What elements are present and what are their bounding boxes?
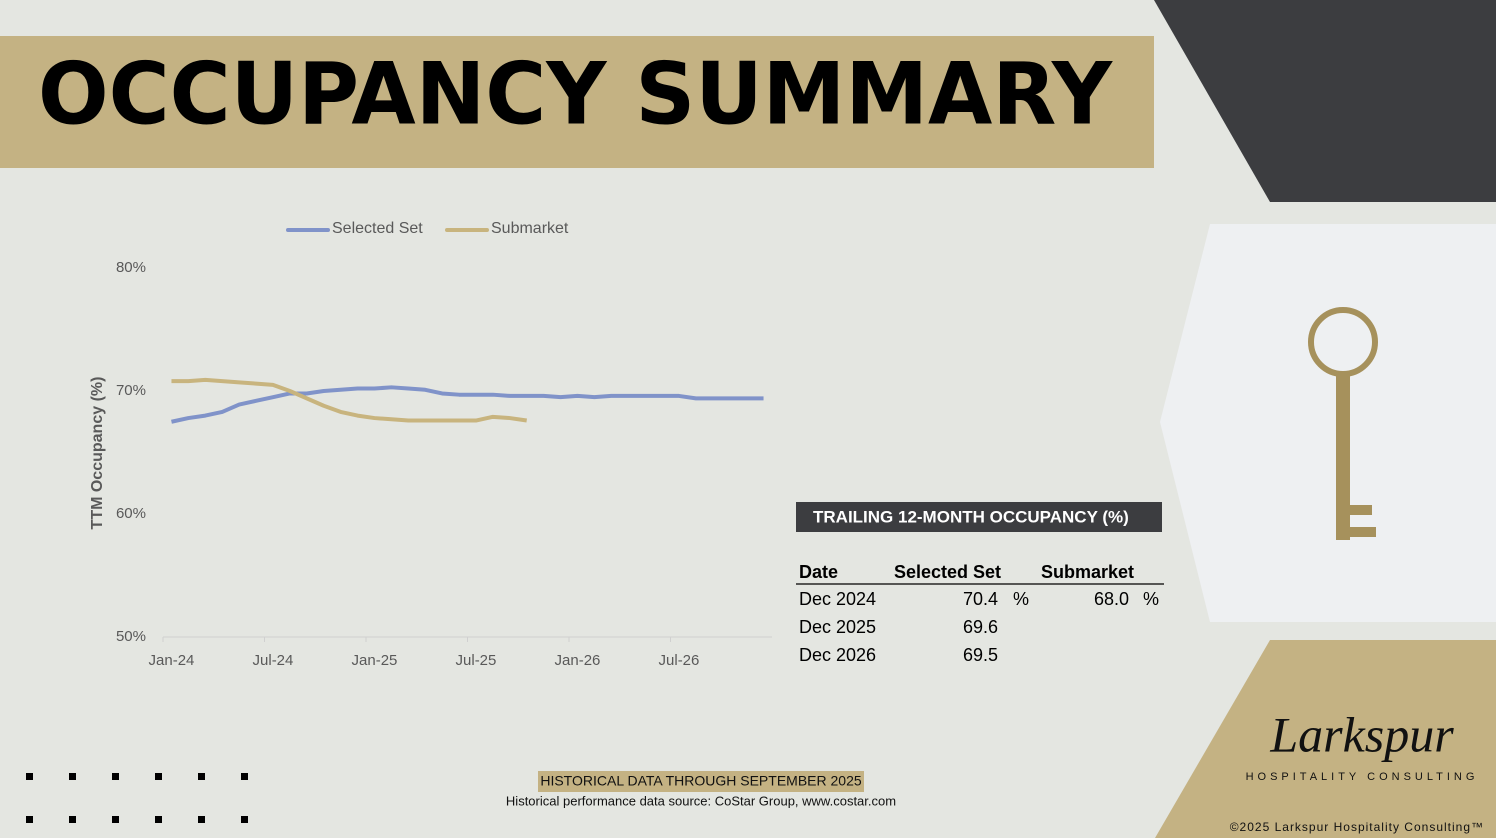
table-cell: 70.4	[963, 589, 998, 609]
note-band	[538, 771, 864, 792]
table-cell: Dec 2026	[799, 645, 876, 665]
footer-note: HISTORICAL DATA THROUGH SEPTEMBER 2025	[540, 773, 862, 789]
gold-shape	[1155, 640, 1496, 838]
copyright: ©2025 Larkspur Hospitality Consulting™	[1230, 820, 1484, 834]
table-header: Submarket	[1041, 562, 1134, 582]
y-tick-label: 60%	[116, 505, 146, 522]
x-tick-label: Jan-24	[149, 652, 195, 669]
brand-tagline: HOSPITALITY CONSULTING	[1246, 771, 1479, 783]
table-cell: 69.5	[963, 645, 998, 665]
table-cell: Dec 2025	[799, 617, 876, 637]
x-tick-label: Jul-26	[659, 652, 700, 669]
x-tick-label: Jul-25	[456, 652, 497, 669]
footer-source: Historical performance data source: CoSt…	[506, 793, 896, 808]
series-line	[171, 377, 527, 423]
x-tick-label: Jul-24	[253, 652, 294, 669]
table-cell: %	[1143, 589, 1159, 609]
y-tick-label: 50%	[116, 628, 146, 645]
table-cell: 69.6	[963, 617, 998, 637]
y-tick-label: 70%	[116, 382, 146, 399]
key-icon	[1308, 307, 1378, 540]
slide-title: OCCUPANCY SUMMARY	[38, 44, 1114, 144]
table-cell: 68.0	[1094, 589, 1129, 609]
brand-name: Larkspur	[1269, 706, 1454, 762]
x-tick-label: Jan-25	[352, 652, 398, 669]
x-tick-label: Jan-26	[555, 652, 601, 669]
photo	[1160, 224, 1496, 622]
title-band	[0, 36, 1154, 168]
y-tick-label: 80%	[116, 259, 146, 276]
table-title: TRAILING 12-MONTH OCCUPANCY (%)	[813, 507, 1129, 526]
legend-label: Selected Set	[332, 220, 423, 237]
table-header: Date	[799, 562, 838, 582]
series-line	[171, 385, 764, 424]
dark-shape	[1154, 0, 1496, 202]
y-axis-label: TTM Occupancy (%)	[89, 377, 106, 530]
legend-label: Submarket	[491, 220, 569, 237]
table-title-band	[796, 502, 1162, 532]
table-cell: %	[1013, 589, 1029, 609]
table-cell: Dec 2024	[799, 589, 876, 609]
table-header: Selected Set	[894, 562, 1001, 582]
dots	[26, 773, 248, 823]
